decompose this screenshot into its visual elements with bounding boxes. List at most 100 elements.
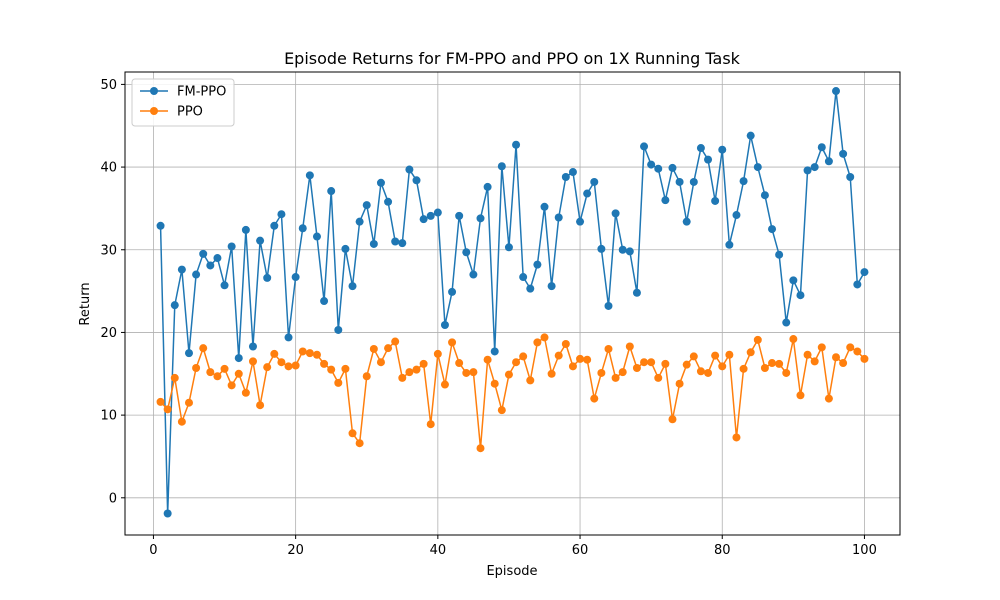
data-point-ppo	[156, 397, 165, 406]
data-point-ppo	[206, 368, 215, 377]
data-point-fm-ppo	[512, 140, 521, 149]
data-point-fm-ppo	[611, 209, 620, 218]
data-point-ppo	[597, 368, 606, 377]
data-point-ppo	[775, 359, 784, 368]
plot-frame	[124, 71, 901, 536]
data-point-fm-ppo	[760, 191, 769, 200]
data-point-ppo	[519, 352, 528, 361]
data-point-ppo	[312, 350, 321, 359]
data-point-ppo	[497, 406, 506, 415]
data-point-fm-ppo	[433, 208, 442, 217]
x-tick-label: 80	[714, 543, 731, 558]
x-axis-label: Episode	[486, 564, 537, 579]
data-point-ppo	[504, 370, 513, 379]
data-point-fm-ppo	[298, 224, 307, 233]
data-point-fm-ppo	[199, 249, 208, 258]
data-point-ppo	[760, 363, 769, 372]
data-point-ppo	[305, 349, 314, 358]
data-point-fm-ppo	[590, 177, 599, 186]
data-point-fm-ppo	[448, 287, 457, 296]
data-point-fm-ppo	[753, 163, 762, 172]
data-point-ppo	[263, 363, 272, 372]
data-point-ppo	[554, 351, 563, 360]
data-point-ppo	[376, 358, 385, 367]
data-point-fm-ppo	[305, 171, 314, 180]
data-point-fm-ppo	[668, 163, 677, 172]
data-point-fm-ppo	[540, 202, 549, 211]
data-point-ppo	[618, 368, 627, 377]
data-point-ppo	[412, 365, 421, 374]
data-point-fm-ppo	[462, 248, 471, 257]
data-point-fm-ppo	[824, 157, 833, 166]
data-point-ppo	[341, 364, 350, 373]
data-point-ppo	[384, 344, 393, 353]
data-point-ppo	[547, 369, 556, 378]
data-point-ppo	[227, 381, 236, 390]
y-tick-label: 10	[100, 409, 117, 424]
series-fm-ppo	[156, 87, 869, 518]
data-point-fm-ppo	[782, 318, 791, 327]
data-point-ppo	[398, 373, 407, 382]
data-point-fm-ppo	[348, 282, 357, 291]
x-tick-label: 20	[287, 543, 304, 558]
data-point-ppo	[199, 344, 208, 353]
data-point-fm-ppo	[270, 221, 279, 230]
x-tick-label: 60	[572, 543, 589, 558]
data-point-fm-ppo	[533, 260, 542, 269]
legend-label-ppo: PPO	[177, 105, 203, 120]
series-line-ppo	[160, 336, 865, 449]
data-point-fm-ppo	[604, 301, 613, 310]
data-point-fm-ppo	[213, 254, 222, 263]
chart-title: Episode Returns for FM-PPO and PPO on 1X…	[284, 49, 741, 68]
y-tick-label: 0	[109, 491, 117, 506]
data-point-fm-ppo	[832, 87, 841, 96]
data-point-ppo	[576, 354, 585, 363]
data-point-fm-ppo	[327, 187, 336, 196]
data-point-ppo	[725, 350, 734, 359]
data-point-fm-ppo	[376, 178, 385, 187]
data-point-ppo	[590, 394, 599, 403]
x-tick-label: 40	[430, 543, 447, 558]
y-tick-label: 40	[100, 161, 117, 176]
data-point-ppo	[803, 350, 812, 359]
data-point-ppo	[433, 349, 442, 358]
x-tick-label: 100	[852, 543, 877, 558]
data-point-fm-ppo	[696, 144, 705, 153]
data-point-fm-ppo	[497, 162, 506, 171]
data-point-fm-ppo	[284, 333, 293, 342]
y-tick-label: 50	[100, 78, 117, 93]
data-point-fm-ppo	[675, 177, 684, 186]
data-point-ppo	[533, 338, 542, 347]
data-point-fm-ppo	[398, 239, 407, 248]
data-point-ppo	[526, 376, 535, 385]
data-point-fm-ppo	[853, 280, 862, 289]
data-point-ppo	[739, 364, 748, 373]
data-point-ppo	[768, 359, 777, 368]
data-point-fm-ppo	[796, 291, 805, 300]
data-point-fm-ppo	[455, 211, 464, 220]
data-point-fm-ppo	[241, 225, 250, 234]
data-point-ppo	[647, 358, 656, 367]
data-point-fm-ppo	[661, 196, 670, 205]
data-point-fm-ppo	[768, 225, 777, 234]
data-point-ppo	[711, 351, 720, 360]
data-point-fm-ppo	[647, 160, 656, 169]
data-point-fm-ppo	[817, 143, 826, 152]
data-point-fm-ppo	[192, 270, 201, 279]
data-point-fm-ppo	[177, 265, 186, 274]
data-point-ppo	[483, 355, 492, 364]
series-layer	[156, 87, 869, 518]
data-point-fm-ppo	[597, 244, 606, 253]
data-point-fm-ppo	[234, 354, 243, 363]
data-point-fm-ppo	[483, 182, 492, 191]
data-point-ppo	[405, 368, 414, 377]
data-point-fm-ppo	[163, 509, 172, 518]
data-point-ppo	[846, 343, 855, 352]
y-tick-label: 30	[100, 243, 117, 258]
x-tick-label: 0	[149, 543, 157, 558]
data-point-ppo	[561, 340, 570, 349]
data-point-ppo	[853, 347, 862, 356]
data-point-ppo	[810, 357, 819, 366]
data-point-ppo	[270, 349, 279, 358]
data-point-fm-ppo	[583, 189, 592, 198]
